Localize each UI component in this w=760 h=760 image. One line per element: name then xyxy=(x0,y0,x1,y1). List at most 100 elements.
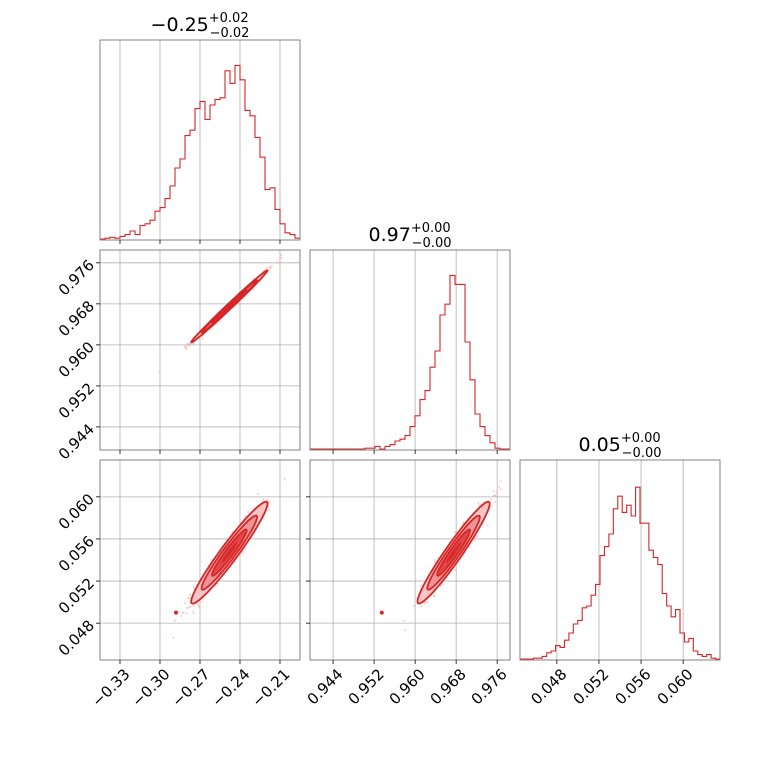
scatter-point xyxy=(201,337,204,340)
x-tick-label: −0.24 xyxy=(208,665,253,710)
scatter-point xyxy=(477,502,480,504)
scatter-point xyxy=(197,604,200,607)
scatter-point xyxy=(192,586,195,589)
scatter-point xyxy=(492,490,495,492)
x-tick-label: 0.952 xyxy=(345,665,388,708)
x-tick-label: −0.21 xyxy=(248,665,293,710)
scatter-point xyxy=(242,551,244,554)
scatter-point xyxy=(499,480,502,483)
density-contour xyxy=(426,514,481,591)
scatter-point xyxy=(192,604,195,607)
pair-panel-p1-p2 xyxy=(100,250,300,450)
scatter-point xyxy=(473,539,476,542)
scatter-point xyxy=(185,612,188,615)
scatter-point xyxy=(498,486,501,489)
x-tick-label: 0.056 xyxy=(612,665,655,708)
scatter-point xyxy=(257,492,259,495)
scatter-point xyxy=(414,608,417,611)
pair-panel-p2-p3 xyxy=(310,460,510,660)
panel-title-p3: 0.05+0.00 −0.00 xyxy=(579,431,662,461)
hist-panel-p3 xyxy=(520,460,720,660)
scatter-point xyxy=(420,605,422,608)
density-contour xyxy=(210,289,248,324)
scatter-point xyxy=(188,593,191,596)
scatter-point xyxy=(419,584,422,587)
scatter-point xyxy=(433,561,436,563)
scatter-point xyxy=(424,601,427,604)
x-tick-label: 0.060 xyxy=(654,665,697,708)
density-contour xyxy=(200,514,259,591)
scatter-point xyxy=(478,504,481,507)
y-tick-label: 0.968 xyxy=(55,297,98,340)
scatter-point xyxy=(184,347,187,350)
scatter-point xyxy=(454,568,456,571)
density-contour xyxy=(190,500,269,605)
scatter-point xyxy=(278,258,281,261)
density-contour xyxy=(416,500,491,605)
scatter-point xyxy=(247,510,250,513)
outlier-point xyxy=(174,610,178,615)
scatter-point xyxy=(433,595,436,597)
scatter-point xyxy=(182,611,184,614)
density-fill xyxy=(446,542,461,564)
scatter-point xyxy=(192,342,195,345)
scatter-point xyxy=(172,636,175,639)
y-tick-label: 0.056 xyxy=(55,532,98,575)
scatter-point xyxy=(479,503,482,506)
scatter-point xyxy=(244,515,247,517)
x-tick-label: 0.976 xyxy=(468,665,511,708)
x-tick-label: 0.052 xyxy=(569,665,612,708)
scatter-point xyxy=(276,261,279,264)
density-contour xyxy=(436,528,471,577)
outlier-point xyxy=(379,610,384,615)
scatter-point xyxy=(270,265,273,268)
scatter-point xyxy=(439,584,442,587)
scatter-point xyxy=(490,504,493,507)
scatter-point xyxy=(187,597,190,600)
panel-frame xyxy=(309,249,511,451)
title-lower-error: −0.00 xyxy=(412,236,452,251)
panel-title-p1: −0.25+0.02 −0.02 xyxy=(151,11,250,41)
scatter-point xyxy=(412,604,415,607)
scatter-point xyxy=(495,491,498,494)
scatter-point xyxy=(189,605,191,608)
histogram-step-p2 xyxy=(310,274,510,450)
scatter-point xyxy=(283,477,286,480)
scatter-point xyxy=(454,531,457,533)
density-fill xyxy=(221,299,238,314)
scatter-point xyxy=(262,498,265,500)
title-lower-error: −0.00 xyxy=(622,446,662,461)
scatter-point xyxy=(198,606,201,609)
y-tick-label: 0.048 xyxy=(55,616,98,659)
panel-frame xyxy=(309,459,511,661)
scatter-point xyxy=(192,610,195,613)
scatter-point xyxy=(210,559,213,562)
scatter-point xyxy=(193,612,195,615)
y-tick-label: 0.060 xyxy=(55,490,98,533)
title-value: −0.25 xyxy=(151,14,209,36)
scatter-point xyxy=(486,524,489,527)
density-contour xyxy=(211,528,248,577)
scatter-point xyxy=(499,488,502,491)
x-tick-label: 0.968 xyxy=(427,665,470,708)
title-lower-error: −0.02 xyxy=(210,26,250,41)
x-tick-label: −0.30 xyxy=(128,665,173,710)
y-tick-label: 0.944 xyxy=(55,420,98,463)
scatter-point xyxy=(266,498,269,501)
title-value: 0.97 xyxy=(369,224,411,246)
scatter-point xyxy=(494,500,497,503)
panel-frame xyxy=(519,459,721,661)
scatter-point xyxy=(265,266,268,269)
scatter-point xyxy=(280,254,283,257)
scatter-point xyxy=(180,615,183,617)
scatter-point xyxy=(158,370,161,373)
scatter-point xyxy=(403,619,406,622)
y-tick-label: 0.052 xyxy=(55,574,98,617)
scatter-point xyxy=(262,499,264,502)
hist-panel-p1 xyxy=(100,40,300,240)
histogram-step-p1 xyxy=(100,64,300,240)
y-tick-label: 0.952 xyxy=(55,379,98,422)
scatter-point xyxy=(476,535,479,538)
scatter-point xyxy=(201,600,203,603)
hist-panel-p2 xyxy=(310,250,510,450)
